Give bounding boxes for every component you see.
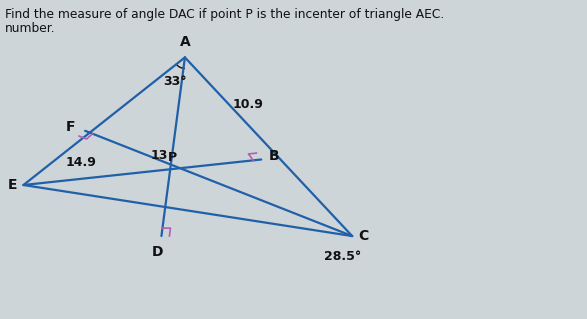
- Text: 14.9: 14.9: [65, 156, 96, 169]
- Text: D: D: [151, 245, 163, 259]
- Text: 28.5°: 28.5°: [323, 250, 361, 263]
- Text: 10.9: 10.9: [233, 98, 264, 111]
- Text: P: P: [168, 151, 177, 164]
- Text: E: E: [8, 178, 18, 192]
- Text: number.: number.: [5, 22, 56, 35]
- Text: C: C: [358, 229, 369, 243]
- Text: 33°: 33°: [163, 75, 187, 88]
- Text: A: A: [180, 35, 190, 49]
- Text: Find the measure of angle DAC if point P is the incenter of triangle AEC.: Find the measure of angle DAC if point P…: [5, 8, 444, 21]
- Text: B: B: [269, 149, 280, 162]
- Text: 13: 13: [151, 149, 168, 162]
- Text: F: F: [66, 120, 75, 134]
